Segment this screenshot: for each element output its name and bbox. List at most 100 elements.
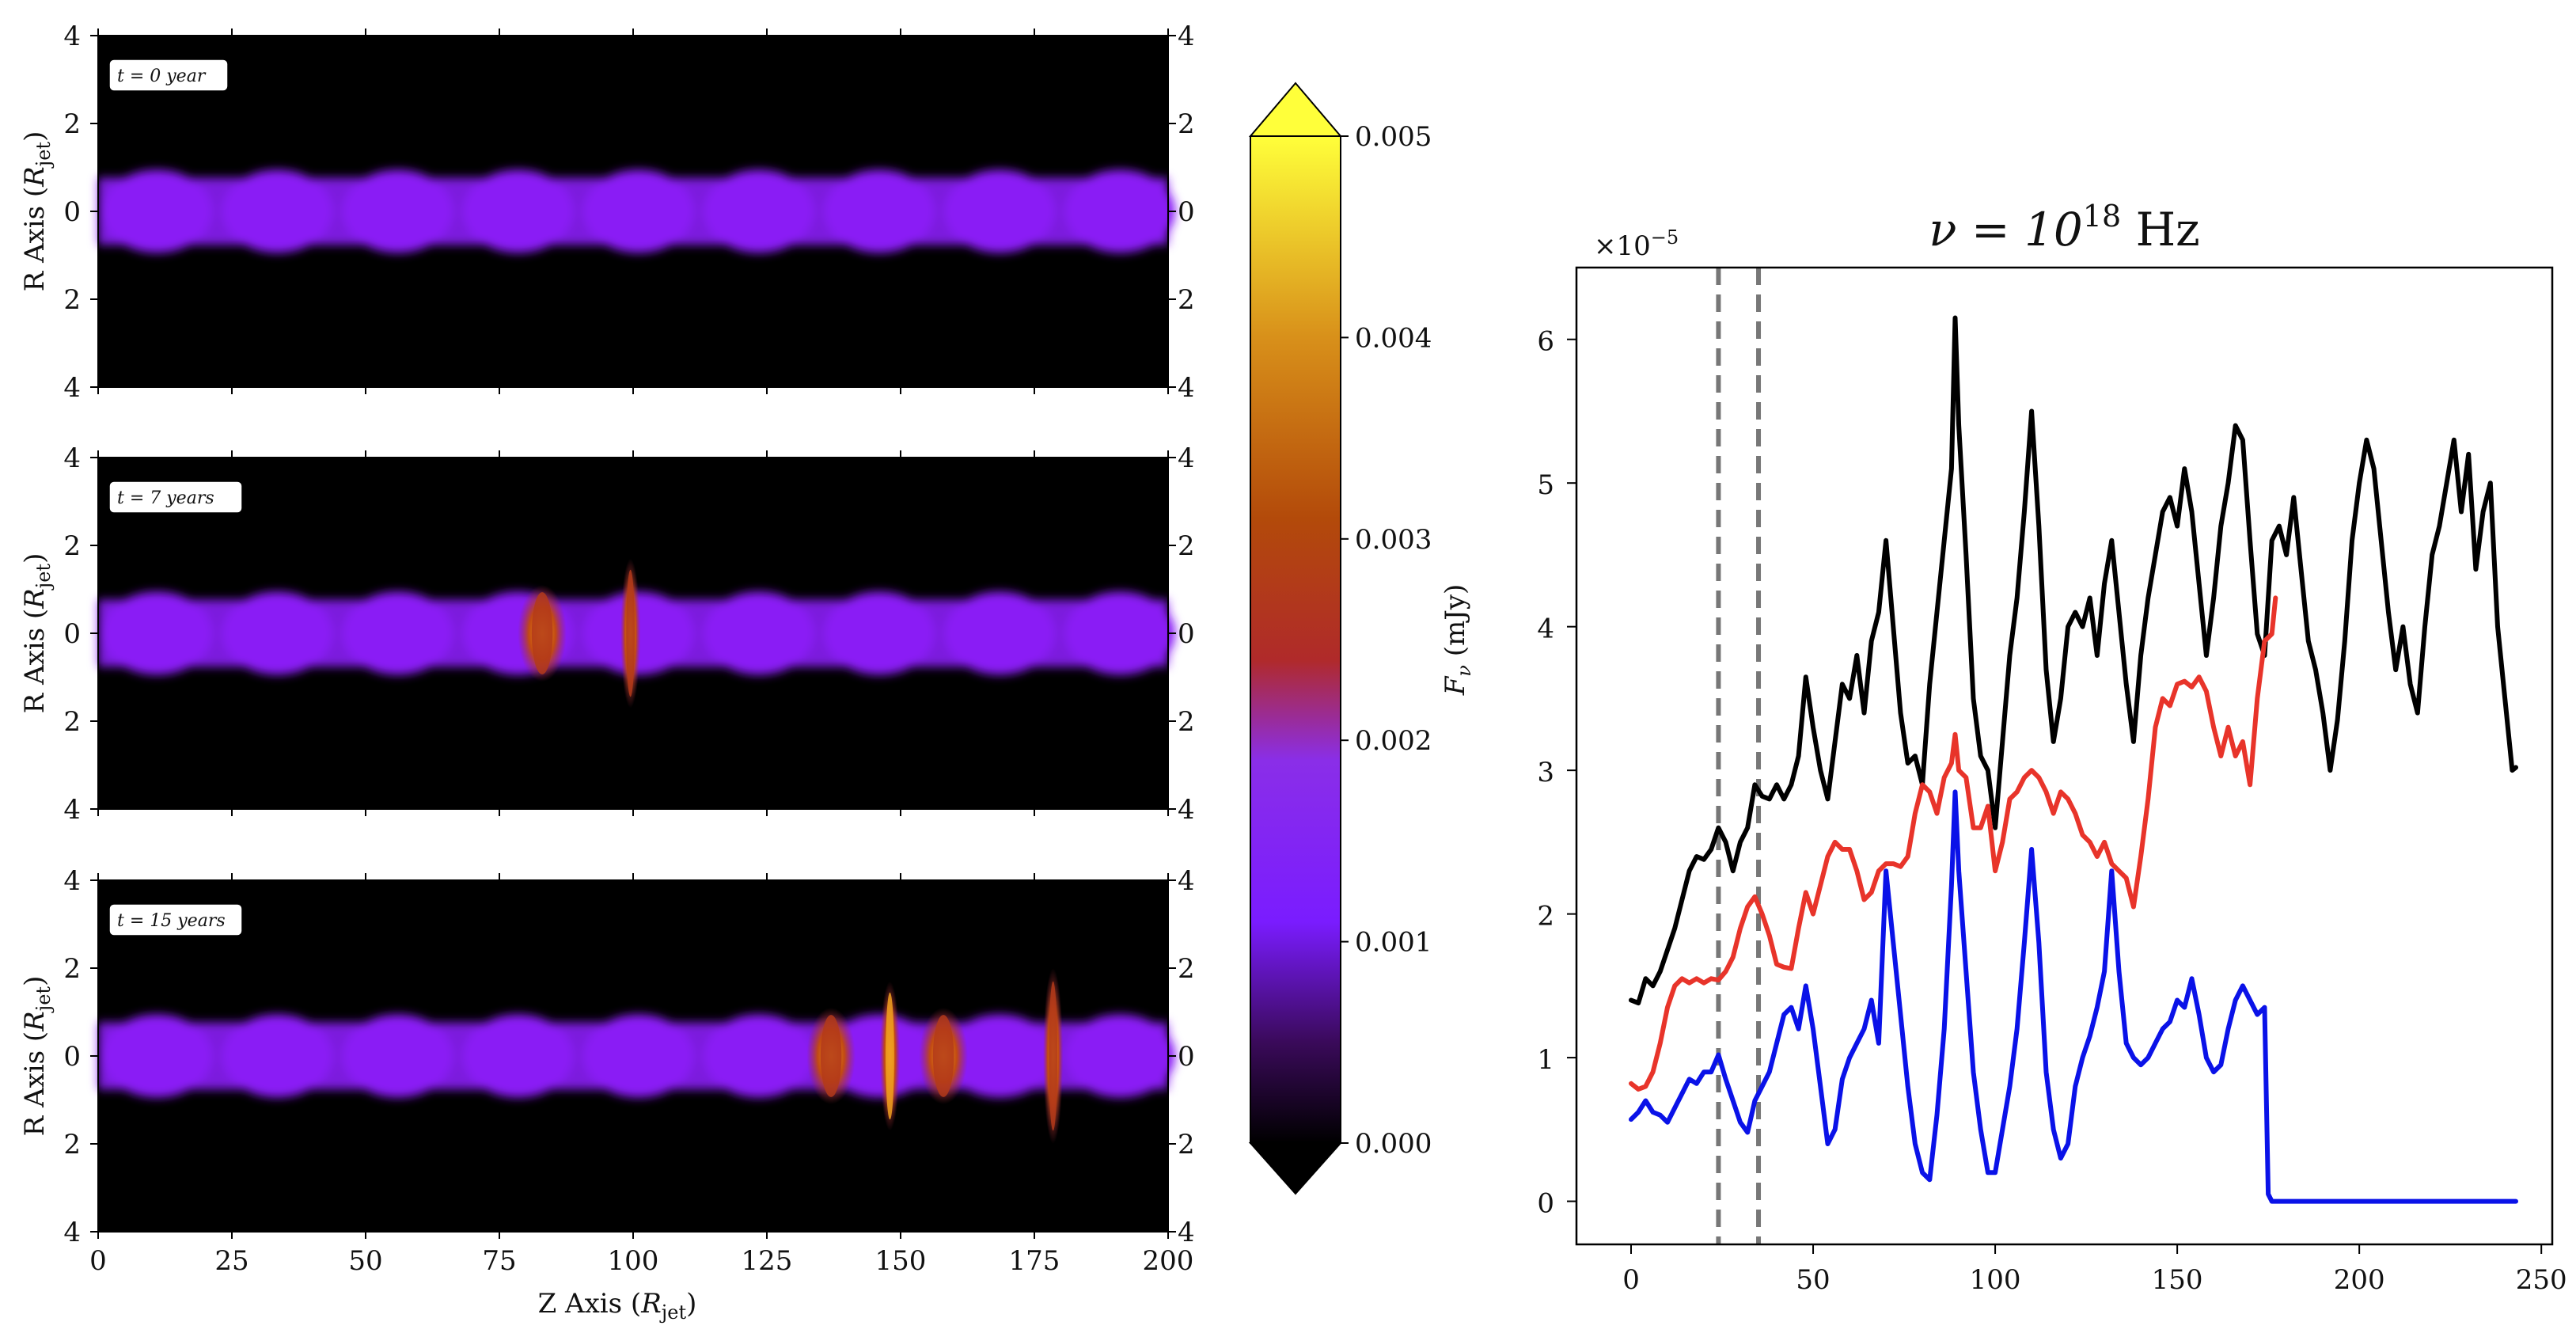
y-tick-label-left: 2 <box>63 108 81 140</box>
x-tick-label: 250 <box>2516 1264 2567 1296</box>
series-line-blue <box>1629 789 2518 1204</box>
heatmap-ylabel: R Axis (Rjet) <box>19 131 55 292</box>
y-tick-label-left: 2 <box>63 530 81 562</box>
y-tick-label-right: 2 <box>1178 706 1195 738</box>
x-tick-label: 25 <box>214 1245 248 1277</box>
jet-knot <box>342 169 453 253</box>
heatmap-ylabel: R Axis (Rjet) <box>19 553 55 714</box>
jet-knot <box>1064 169 1176 253</box>
y-tick-label-right: 2 <box>1178 108 1195 140</box>
x-tick-label: 75 <box>482 1245 516 1277</box>
colorbar-fill <box>1250 136 1341 1143</box>
chart-title: ν = 1018 Hz <box>1929 199 2199 256</box>
jet-knot <box>582 169 694 253</box>
colorbar-tick-label: 0.000 <box>1355 1128 1432 1160</box>
colorbar-label: Fν (mJy) <box>1440 584 1475 697</box>
jet-knot <box>101 169 213 253</box>
ylabel-main: R Axis ( <box>19 609 51 714</box>
y-tick-label-left: 0 <box>63 196 81 228</box>
y-tick-label-left: 4 <box>63 1217 81 1248</box>
y-tick-label-right: 4 <box>1178 443 1195 474</box>
colorbar-tick-label: 0.005 <box>1355 121 1432 153</box>
jet-knot <box>582 1014 694 1098</box>
jet-knot <box>823 169 935 253</box>
hot-spot-core <box>531 592 553 674</box>
plot-background <box>1576 268 2552 1244</box>
ylabel-r: R <box>19 166 51 188</box>
offset-label: ×10−5 <box>1594 226 1679 262</box>
jet-knot <box>101 591 213 675</box>
hot-spot-core <box>932 1015 954 1097</box>
colorbar-tick-label: 0.002 <box>1355 725 1432 757</box>
colorbar-label-units: (mJy) <box>1440 584 1471 665</box>
hot-spot-core <box>1049 981 1058 1131</box>
jet-body <box>98 169 1176 253</box>
y-tick-label-left: 4 <box>63 372 81 404</box>
jet-knot <box>222 591 333 675</box>
y-tick-label-left: 4 <box>63 443 81 474</box>
hot-spot-core <box>820 1015 842 1097</box>
x-tick-label: 200 <box>2334 1264 2385 1296</box>
y-tick-label: 2 <box>1537 901 1554 932</box>
x-tick-label: 50 <box>348 1245 382 1277</box>
jet-body <box>98 1014 1176 1098</box>
line-chart: ν = 1018 Hz ×10−5 0 50 100 150 200 250 0 1 2 3 4 5 6 <box>1537 199 2567 1296</box>
y-tick-label-left: 2 <box>63 706 81 738</box>
colorbar-extend-top <box>1248 82 1343 137</box>
time-label: t = 7 years <box>108 480 243 514</box>
time-label-text: t = 7 years <box>117 488 214 508</box>
jet-knot <box>222 1014 333 1098</box>
title-nu: ν = 10 <box>1929 203 2083 256</box>
colorbar-tick-label: 0.001 <box>1355 927 1432 959</box>
time-label: t = 0 year <box>108 59 229 92</box>
ylabel-main: R Axis ( <box>19 1031 51 1137</box>
heatmap-xlabel: Z Axis (Rjet) <box>538 1288 697 1324</box>
time-label-text: t = 0 year <box>117 66 207 86</box>
offset-exp: −5 <box>1651 226 1679 249</box>
ylabel-close: ) <box>19 131 51 142</box>
jet-knot <box>944 1014 1056 1098</box>
y-tick-label-right: 2 <box>1178 953 1195 985</box>
title-exp: 18 <box>2083 199 2121 234</box>
time-label-box <box>108 480 243 514</box>
hot-spot <box>1043 968 1064 1144</box>
series-line-black <box>1629 315 2518 1006</box>
y-tick-label-left: 4 <box>63 794 81 826</box>
y-tick-label: 3 <box>1537 757 1554 788</box>
y-tick-label-right: 4 <box>1178 794 1195 826</box>
ylabel-close: ) <box>19 553 51 564</box>
x-tick-label: 150 <box>875 1245 927 1277</box>
y-tick-label-right: 0 <box>1178 196 1195 228</box>
time-label-box <box>108 59 229 92</box>
jet-knot <box>1064 591 1176 675</box>
jet-knot <box>703 1014 814 1098</box>
colorbar-tick-label: 0.003 <box>1355 524 1432 556</box>
y-tick-label-right: 2 <box>1178 530 1195 562</box>
y-tick-label-right: 2 <box>1178 1129 1195 1160</box>
colorbar-tick-label: 0.004 <box>1355 322 1432 354</box>
y-tick-label-right: 0 <box>1178 618 1195 650</box>
y-tick-label-right: 0 <box>1178 1041 1195 1073</box>
y-tick-label-right: 4 <box>1178 372 1195 404</box>
y-tick-label-right: 4 <box>1178 21 1195 52</box>
jet-knot <box>342 1014 453 1098</box>
y-tick-label-left: 2 <box>63 1129 81 1160</box>
x-tick-label: 0 <box>1622 1264 1640 1296</box>
ylabel-sub: jet <box>32 986 55 1014</box>
hot-spot-core <box>886 992 894 1120</box>
jet-knot <box>342 591 453 675</box>
colorbar: 0.000 0.001 0.002 0.003 0.004 0.005 Fν (mJy) <box>1248 82 1475 1195</box>
y-tick-label-right: 2 <box>1178 284 1195 316</box>
jet-knot <box>462 1014 574 1098</box>
hot-spot <box>806 1007 856 1105</box>
x-tick-label: 0 <box>89 1245 107 1277</box>
jet-knot <box>101 1014 213 1098</box>
heatmap-panel-1: t = 7 years 4 4 2 2 0 0 2 2 4 4 R Axis (Rjet) <box>19 443 1195 826</box>
heatmap-ylabel: R Axis (Rjet) <box>19 976 55 1137</box>
x-tick-label: 125 <box>742 1245 793 1277</box>
ylabel-r: R <box>19 588 51 610</box>
colorbar-label-sub: ν <box>1453 665 1475 677</box>
